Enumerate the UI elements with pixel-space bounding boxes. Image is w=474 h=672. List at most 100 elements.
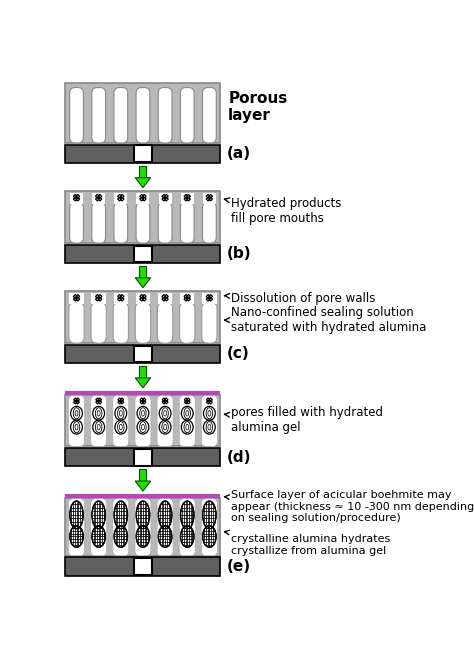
- Ellipse shape: [203, 407, 215, 420]
- FancyBboxPatch shape: [201, 396, 218, 446]
- FancyBboxPatch shape: [70, 202, 83, 243]
- Text: Al: Al: [136, 147, 150, 161]
- Text: Surface layer of acicular boehmite may
appear (thickness ≈ 10 -300 nm depending
: Surface layer of acicular boehmite may a…: [225, 491, 474, 523]
- Text: pores filled with hydrated
alumina gel: pores filled with hydrated alumina gel: [225, 407, 383, 434]
- Ellipse shape: [203, 501, 216, 529]
- Bar: [92, 193, 105, 204]
- Ellipse shape: [92, 526, 105, 547]
- Ellipse shape: [158, 526, 172, 547]
- Bar: [139, 266, 146, 278]
- Bar: [203, 193, 216, 204]
- FancyBboxPatch shape: [179, 499, 195, 556]
- FancyBboxPatch shape: [201, 499, 218, 556]
- Bar: [65, 494, 220, 498]
- Text: Al: Al: [136, 451, 150, 464]
- FancyBboxPatch shape: [92, 202, 106, 243]
- Bar: [65, 395, 220, 446]
- FancyBboxPatch shape: [157, 499, 173, 556]
- Bar: [65, 191, 220, 243]
- Ellipse shape: [182, 420, 193, 434]
- FancyBboxPatch shape: [202, 87, 216, 143]
- FancyBboxPatch shape: [157, 396, 173, 446]
- Ellipse shape: [136, 526, 150, 547]
- Bar: [114, 193, 128, 204]
- Ellipse shape: [203, 420, 215, 434]
- FancyBboxPatch shape: [135, 499, 151, 556]
- Text: Porous
layer: Porous layer: [228, 91, 287, 123]
- Text: Nano-confined sealing solution
saturated with hydrated alumina: Nano-confined sealing solution saturated…: [225, 306, 426, 334]
- Ellipse shape: [203, 526, 216, 547]
- FancyBboxPatch shape: [91, 302, 106, 343]
- Text: Hydrated products
fill pore mouths: Hydrated products fill pore mouths: [225, 197, 341, 225]
- Bar: [137, 193, 149, 204]
- FancyBboxPatch shape: [158, 87, 172, 143]
- FancyBboxPatch shape: [113, 499, 129, 556]
- Text: (e): (e): [227, 559, 251, 574]
- Ellipse shape: [70, 526, 83, 547]
- FancyBboxPatch shape: [69, 302, 84, 343]
- Bar: [65, 144, 220, 163]
- Text: Al: Al: [136, 560, 150, 573]
- Ellipse shape: [114, 526, 128, 547]
- FancyBboxPatch shape: [114, 202, 128, 243]
- Bar: [69, 293, 84, 304]
- Ellipse shape: [71, 407, 82, 420]
- Bar: [139, 366, 146, 378]
- FancyBboxPatch shape: [114, 87, 128, 143]
- FancyBboxPatch shape: [69, 396, 84, 446]
- Text: (a): (a): [227, 146, 251, 161]
- Text: (b): (b): [227, 247, 251, 261]
- Text: Al: Al: [136, 347, 150, 360]
- Text: (d): (d): [227, 450, 251, 464]
- Bar: [180, 293, 194, 304]
- FancyBboxPatch shape: [179, 396, 195, 446]
- Ellipse shape: [181, 526, 194, 547]
- FancyBboxPatch shape: [70, 87, 83, 143]
- FancyBboxPatch shape: [113, 396, 129, 446]
- FancyBboxPatch shape: [158, 202, 172, 243]
- Bar: [65, 83, 220, 143]
- Polygon shape: [135, 177, 151, 187]
- Bar: [65, 391, 220, 395]
- Text: Dissolution of pore walls: Dissolution of pore walls: [225, 292, 375, 305]
- Ellipse shape: [115, 407, 127, 420]
- Bar: [65, 291, 220, 343]
- Ellipse shape: [137, 407, 149, 420]
- Ellipse shape: [159, 420, 171, 434]
- Bar: [65, 448, 220, 466]
- Polygon shape: [135, 378, 151, 388]
- Bar: [202, 293, 217, 304]
- Bar: [136, 293, 150, 304]
- Ellipse shape: [93, 420, 105, 434]
- FancyBboxPatch shape: [181, 87, 194, 143]
- FancyBboxPatch shape: [136, 87, 150, 143]
- Ellipse shape: [93, 407, 105, 420]
- Bar: [91, 293, 106, 304]
- Ellipse shape: [115, 420, 127, 434]
- Polygon shape: [135, 278, 151, 288]
- FancyBboxPatch shape: [136, 202, 150, 243]
- FancyBboxPatch shape: [69, 499, 84, 556]
- FancyBboxPatch shape: [180, 302, 195, 343]
- Bar: [65, 498, 220, 556]
- Text: crystalline alumina hydrates
crystallize from alumina gel: crystalline alumina hydrates crystallize…: [225, 530, 390, 556]
- Text: Al: Al: [136, 247, 150, 260]
- Bar: [70, 193, 83, 204]
- Polygon shape: [135, 481, 151, 491]
- FancyBboxPatch shape: [181, 202, 194, 243]
- FancyBboxPatch shape: [157, 302, 173, 343]
- Ellipse shape: [158, 501, 172, 529]
- Bar: [65, 245, 220, 263]
- Ellipse shape: [159, 407, 171, 420]
- Bar: [181, 193, 194, 204]
- FancyBboxPatch shape: [113, 302, 128, 343]
- Bar: [65, 557, 220, 576]
- FancyBboxPatch shape: [202, 302, 217, 343]
- Bar: [159, 193, 172, 204]
- Ellipse shape: [92, 501, 105, 529]
- Bar: [65, 345, 220, 364]
- Ellipse shape: [137, 420, 149, 434]
- FancyBboxPatch shape: [135, 396, 151, 446]
- Ellipse shape: [182, 407, 193, 420]
- Ellipse shape: [181, 501, 194, 529]
